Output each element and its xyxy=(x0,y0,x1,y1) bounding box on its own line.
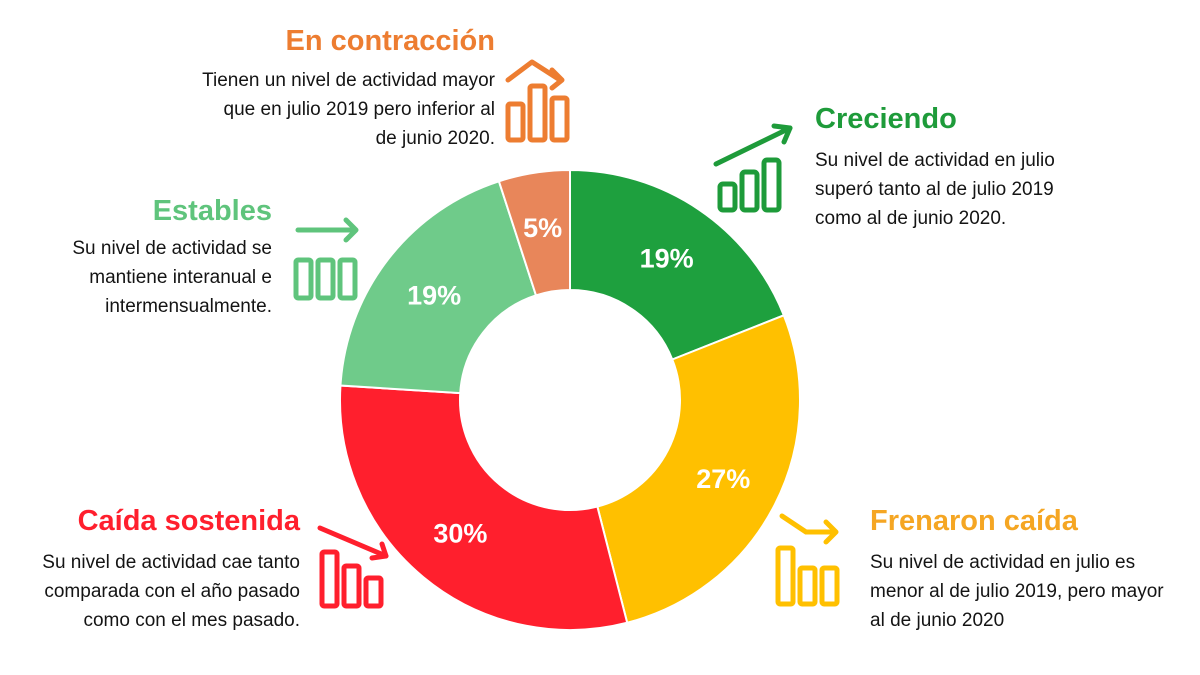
category-contraccion: En contracción Tienen un nivel de activi… xyxy=(150,24,495,153)
category-title: En contracción xyxy=(285,25,496,57)
donut-slice-frenaron xyxy=(596,314,801,624)
category-description: Su nivel de actividad en julio superó ta… xyxy=(815,150,1055,229)
bars-arrow-up-then-down-icon xyxy=(505,59,570,143)
category-title: Frenaron caída xyxy=(870,505,1078,537)
slice-label-frenaron: 27% xyxy=(696,464,750,494)
donut-slice-creciendo xyxy=(569,168,786,361)
category-caida: Caída sostenida Su nivel de actividad ca… xyxy=(10,504,300,635)
slice-label-contraccion: 5% xyxy=(523,213,562,243)
slice-label-caida: 30% xyxy=(433,519,487,549)
category-description: Su nivel de actividad cae tanto comparad… xyxy=(42,552,300,631)
category-estables: Estables Su nivel de actividad se mantie… xyxy=(40,194,272,321)
category-title: Caída sostenida xyxy=(77,505,300,537)
category-description: Tienen un nivel de actividad mayor que e… xyxy=(202,70,495,149)
bars-arrow-down-icon xyxy=(317,525,389,609)
category-frenaron: Frenaron caída Su nivel de actividad en … xyxy=(870,504,1200,635)
slice-label-creciendo: 19% xyxy=(640,244,694,274)
bars-arrow-down-then-flat-icon xyxy=(775,513,840,607)
category-description: Su nivel de actividad se mantiene intera… xyxy=(72,238,272,317)
slice-label-estables: 19% xyxy=(407,281,461,311)
category-title: Creciendo xyxy=(815,103,957,135)
bars-arrow-right-icon xyxy=(293,217,359,301)
category-description: Su nivel de actividad en julio es menor … xyxy=(870,552,1164,631)
donut-slice-estables xyxy=(339,179,538,395)
bars-arrow-up-icon xyxy=(713,123,793,213)
category-creciendo: Creciendo Su nivel de actividad en julio… xyxy=(815,102,1115,233)
donut-slice-contraccion xyxy=(497,168,571,297)
category-title: Estables xyxy=(152,195,272,227)
donut-slice-caida xyxy=(339,384,629,631)
